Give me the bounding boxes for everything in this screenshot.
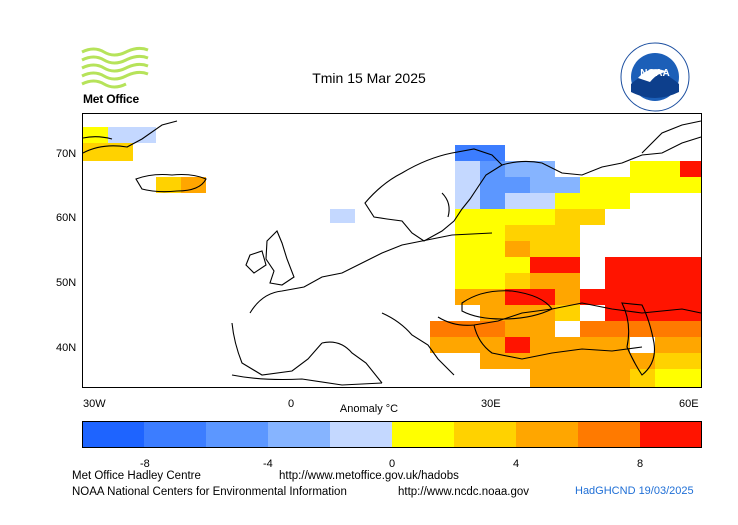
map-title: Tmin 15 Mar 2025 [312, 70, 426, 86]
anomaly-cell [455, 145, 505, 161]
anomaly-cell [555, 305, 580, 321]
map-area [82, 113, 702, 388]
colorbar-swatch [330, 421, 392, 448]
colorbar-tick: 8 [637, 458, 644, 470]
anomaly-cell [83, 143, 133, 161]
metoffice-logo [81, 46, 149, 89]
noaa-logo: NOAA [620, 42, 690, 112]
anomaly-cell [555, 225, 580, 241]
colorbar-swatch [82, 421, 144, 448]
anomaly-cell [455, 257, 505, 273]
colorbar-swatch [640, 421, 702, 448]
colorbar-swatch [206, 421, 268, 448]
colorbar-tick: 4 [513, 458, 520, 470]
anomaly-cell [455, 241, 505, 257]
noaa-wordmark: NOAA [640, 68, 669, 79]
anomaly-cell [505, 257, 530, 273]
anomaly-cell [630, 177, 701, 193]
colorbar-label: Anomaly °C [339, 403, 399, 415]
anomaly-cell [156, 177, 181, 193]
anomaly-cell [630, 161, 680, 177]
anomaly-cell [455, 209, 555, 225]
anomaly-cell [455, 289, 505, 305]
anomaly-cell [480, 305, 555, 321]
anomaly-cell [530, 241, 580, 257]
colorbar-tick: -8 [140, 458, 150, 470]
coastlines [82, 120, 702, 386]
anomaly-cell [530, 273, 580, 289]
credit-url[interactable]: http://www.metoffice.gov.uk/hadobs [279, 470, 459, 482]
y-tick-label: 40N [56, 342, 77, 354]
anomaly-cell [530, 177, 580, 193]
credit-name: NOAA National Centers for Environmental … [72, 486, 347, 498]
y-tick-label: 60N [56, 212, 77, 224]
y-tick-label: 50N [56, 277, 77, 289]
anomaly-cell [330, 209, 355, 223]
anomaly-cell [530, 257, 580, 273]
anomaly-cell [505, 337, 530, 353]
metoffice-label: Met Office [83, 92, 140, 106]
anomaly-cell [480, 161, 505, 209]
anomaly-cell [505, 161, 555, 177]
anomaly-cell [580, 321, 605, 337]
anomaly-cell [605, 305, 701, 321]
x-tick-label: 0 [288, 398, 295, 410]
anomaly-cell [505, 225, 555, 241]
anomaly-cell [605, 321, 701, 337]
anomaly-cell [505, 177, 530, 193]
anomaly-cell [430, 321, 505, 337]
anomaly-cell [480, 353, 630, 369]
colorbar-tick: 0 [389, 458, 396, 470]
colorbar-swatch [454, 421, 516, 448]
anomaly-cell [505, 273, 530, 289]
anomaly-cell [680, 353, 701, 369]
anomaly-cell [505, 321, 555, 337]
anomaly-cell [655, 369, 701, 387]
run-stamp: HadGHCND 19/03/2025 [575, 485, 694, 497]
anomaly-cell [430, 337, 505, 353]
credit-name: Met Office Hadley Centre [72, 470, 201, 482]
anomaly-cell [530, 337, 630, 353]
x-tick-label: 30W [83, 398, 106, 410]
anomaly-cell [505, 241, 530, 257]
anomaly-cell [455, 225, 505, 241]
anomaly-cell [455, 161, 480, 177]
anomaly-cell [108, 127, 156, 143]
anomaly-cell [630, 369, 655, 387]
anomaly-cell [555, 193, 630, 209]
anomaly-cell [83, 127, 108, 143]
colorbar-swatch [392, 421, 454, 448]
anomaly-cell [505, 193, 555, 209]
credit-url[interactable]: http://www.ncdc.noaa.gov [398, 486, 530, 498]
colorbar-swatch [144, 421, 206, 448]
anomaly-cell [455, 177, 480, 209]
colorbar-swatch [578, 421, 640, 448]
anomaly-cell [680, 161, 701, 177]
anomaly-cell [580, 289, 701, 305]
x-tick-label: 30E [481, 398, 501, 410]
anomaly-cell [580, 177, 630, 193]
y-tick-label: 70N [56, 148, 77, 160]
anomaly-cell [455, 273, 505, 289]
colorbar-swatch [516, 421, 578, 448]
colorbar-frame [82, 421, 702, 448]
anomaly-cell [655, 353, 680, 369]
anomaly-cell [555, 289, 580, 305]
anomaly-cell [530, 369, 630, 387]
anomaly-grid [83, 127, 701, 387]
colorbar [82, 421, 702, 448]
anomaly-cell [555, 209, 605, 225]
anomaly-cell [181, 177, 206, 193]
colorbar-swatch [268, 421, 330, 448]
anomaly-cell [605, 257, 701, 289]
colorbar-tick: -4 [263, 458, 273, 470]
x-tick-label: 60E [679, 398, 699, 410]
anomaly-cell [655, 337, 701, 353]
